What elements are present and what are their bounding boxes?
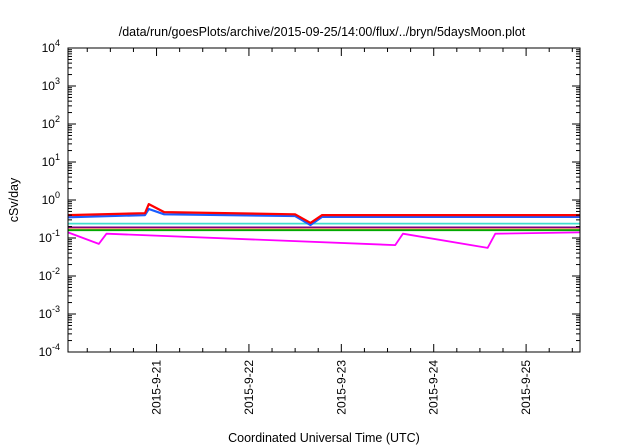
x-axis-label: Coordinated Universal Time (UTC) [228,431,420,445]
x-tick-label: 2015-9-21 [150,360,164,415]
y-tick-exponent: 0 [55,190,60,200]
y-tick-base: 10 [39,307,53,321]
y-tick-label: 10-3 [39,304,60,321]
y-tick-base: 10 [39,269,53,283]
x-axis: 2015-9-21 2015-9-22 2015-9-23 2015-9-24 2015… [86,48,573,415]
y-tick-label: 104 [42,38,60,55]
chart-title: /data/run/goesPlots/archive/2015-09-25/1… [119,25,526,39]
y-tick-exponent: 2 [55,114,60,124]
x-tick-label: 2015-9-23 [334,360,348,415]
y-tick-exponent: -2 [52,266,60,276]
y-tick-base: 10 [42,155,56,169]
y-tick-label: 102 [42,114,60,131]
x-tick-label: 2015-9-22 [242,360,256,415]
y-tick-base: 10 [42,41,56,55]
x-tick-label: 2015-9-25 [519,360,533,415]
y-tick-label: 100 [42,190,60,207]
y-tick-exponent: 4 [55,38,60,48]
y-tick-label: 10-4 [39,342,60,359]
y-tick-label: 103 [42,76,60,93]
series-layer [67,203,581,249]
y-tick-exponent: -3 [52,304,60,314]
plot-frame [67,47,581,353]
series-line-0 [67,203,580,224]
y-tick-label: 101 [42,152,60,169]
y-tick-exponent: 3 [55,76,60,86]
series-line-6 [67,231,581,249]
y-tick-base: 10 [39,231,53,245]
x-tick-label: 2015-9-24 [427,360,441,415]
y-tick-base: 10 [39,345,53,359]
y-tick-label: 10-1 [39,228,60,245]
y-tick-exponent: -1 [52,228,60,238]
y-tick-base: 10 [42,117,56,131]
y-tick-exponent: -4 [52,342,60,352]
y-tick-label: 10-2 [39,266,60,283]
y-axis-label: cSv/day [7,177,21,222]
y-tick-base: 10 [42,193,56,207]
y-tick-exponent: 1 [55,152,60,162]
y-tick-base: 10 [42,79,56,93]
